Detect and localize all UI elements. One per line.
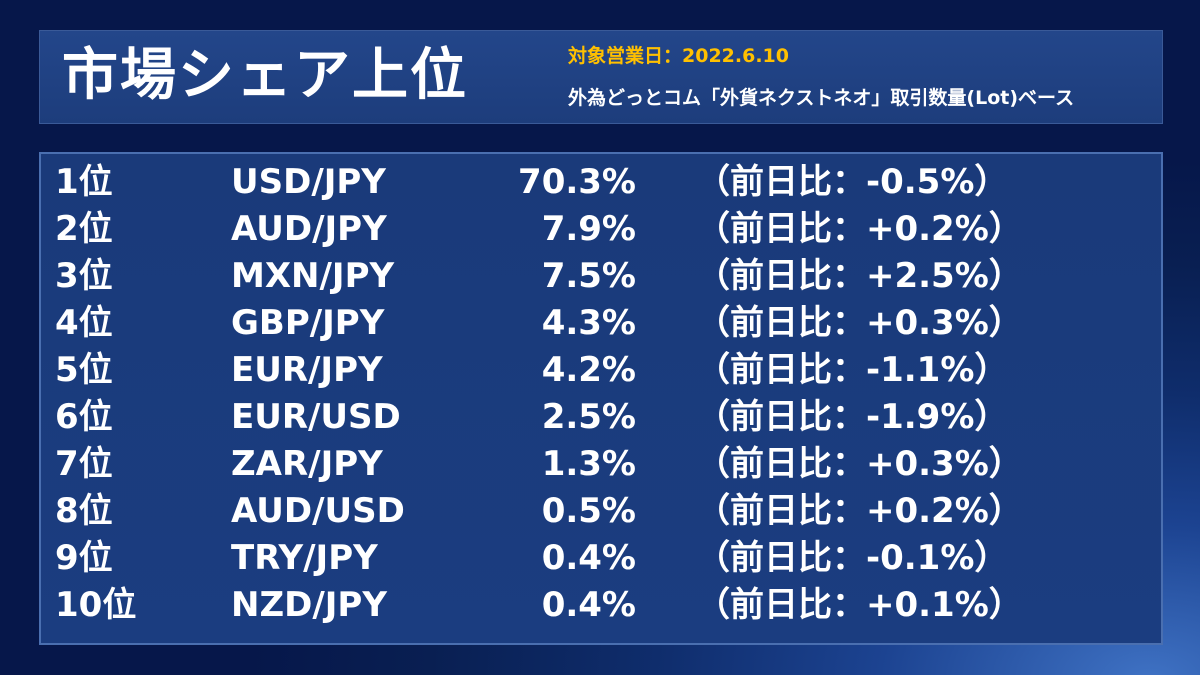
table-row: 2位 AUD/JPY 7.9% （前日比：+0.2%） xyxy=(41,206,1161,252)
pair-cell: TRY/JPY xyxy=(231,538,378,578)
change-cell: （前日比：+0.1%） xyxy=(696,585,1023,625)
rank-cell: 4位 xyxy=(55,303,113,343)
table-row: 8位 AUD/USD 0.5% （前日比：+0.2%） xyxy=(41,488,1161,534)
change-cell: （前日比：+0.2%） xyxy=(696,209,1023,249)
ranking-table: 1位 USD/JPY 70.3% （前日比：-0.5%） 2位 AUD/JPY … xyxy=(39,152,1163,645)
table-row: 10位 NZD/JPY 0.4% （前日比：+0.1%） xyxy=(41,582,1161,628)
pair-cell: GBP/JPY xyxy=(231,303,385,343)
business-date: 対象営業日：2022.6.10 xyxy=(568,45,789,67)
share-cell: 0.5% xyxy=(541,491,636,531)
table-row: 7位 ZAR/JPY 1.3% （前日比：+0.3%） xyxy=(41,441,1161,487)
table-row: 3位 MXN/JPY 7.5% （前日比：+2.5%） xyxy=(41,253,1161,299)
change-cell: （前日比：+0.3%） xyxy=(696,444,1023,484)
share-cell: 1.3% xyxy=(541,444,636,484)
pair-cell: NZD/JPY xyxy=(231,585,387,625)
pair-cell: ZAR/JPY xyxy=(231,444,383,484)
table-row: 4位 GBP/JPY 4.3% （前日比：+0.3%） xyxy=(41,300,1161,346)
share-cell: 7.5% xyxy=(541,256,636,296)
share-cell: 70.3% xyxy=(518,162,636,202)
share-cell: 2.5% xyxy=(541,397,636,437)
rank-cell: 9位 xyxy=(55,538,113,578)
share-cell: 4.3% xyxy=(541,303,636,343)
page-title: 市場シェア上位 xyxy=(62,43,468,108)
change-cell: （前日比：-0.5%） xyxy=(696,162,1009,202)
change-cell: （前日比：-1.9%） xyxy=(696,397,1009,437)
share-cell: 7.9% xyxy=(541,209,636,249)
pair-cell: USD/JPY xyxy=(231,162,386,202)
table-row: 5位 EUR/JPY 4.2% （前日比：-1.1%） xyxy=(41,347,1161,393)
pair-cell: AUD/JPY xyxy=(231,209,387,249)
rank-cell: 8位 xyxy=(55,491,113,531)
change-cell: （前日比：+2.5%） xyxy=(696,256,1023,296)
rank-cell: 6位 xyxy=(55,397,113,437)
pair-cell: AUD/USD xyxy=(231,491,405,531)
table-row: 9位 TRY/JPY 0.4% （前日比：-0.1%） xyxy=(41,535,1161,581)
table-row: 6位 EUR/USD 2.5% （前日比：-1.9%） xyxy=(41,394,1161,440)
data-basis: 外為どっとコム「外貨ネクストネオ」取引数量(Lot)ベース xyxy=(568,87,1075,109)
header-panel: 市場シェア上位 対象営業日：2022.6.10 外為どっとコム「外貨ネクストネオ… xyxy=(39,30,1163,124)
change-cell: （前日比：-1.1%） xyxy=(696,350,1009,390)
rank-cell: 5位 xyxy=(55,350,113,390)
rank-cell: 1位 xyxy=(55,162,113,202)
rank-cell: 3位 xyxy=(55,256,113,296)
table-row: 1位 USD/JPY 70.3% （前日比：-0.5%） xyxy=(41,159,1161,205)
share-cell: 4.2% xyxy=(541,350,636,390)
change-cell: （前日比：+0.3%） xyxy=(696,303,1023,343)
pair-cell: EUR/JPY xyxy=(231,350,383,390)
rank-cell: 7位 xyxy=(55,444,113,484)
share-cell: 0.4% xyxy=(541,585,636,625)
rank-cell: 10位 xyxy=(55,585,137,625)
share-cell: 0.4% xyxy=(541,538,636,578)
pair-cell: EUR/USD xyxy=(231,397,401,437)
pair-cell: MXN/JPY xyxy=(231,256,395,296)
change-cell: （前日比：-0.1%） xyxy=(696,538,1009,578)
change-cell: （前日比：+0.2%） xyxy=(696,491,1023,531)
rank-cell: 2位 xyxy=(55,209,113,249)
